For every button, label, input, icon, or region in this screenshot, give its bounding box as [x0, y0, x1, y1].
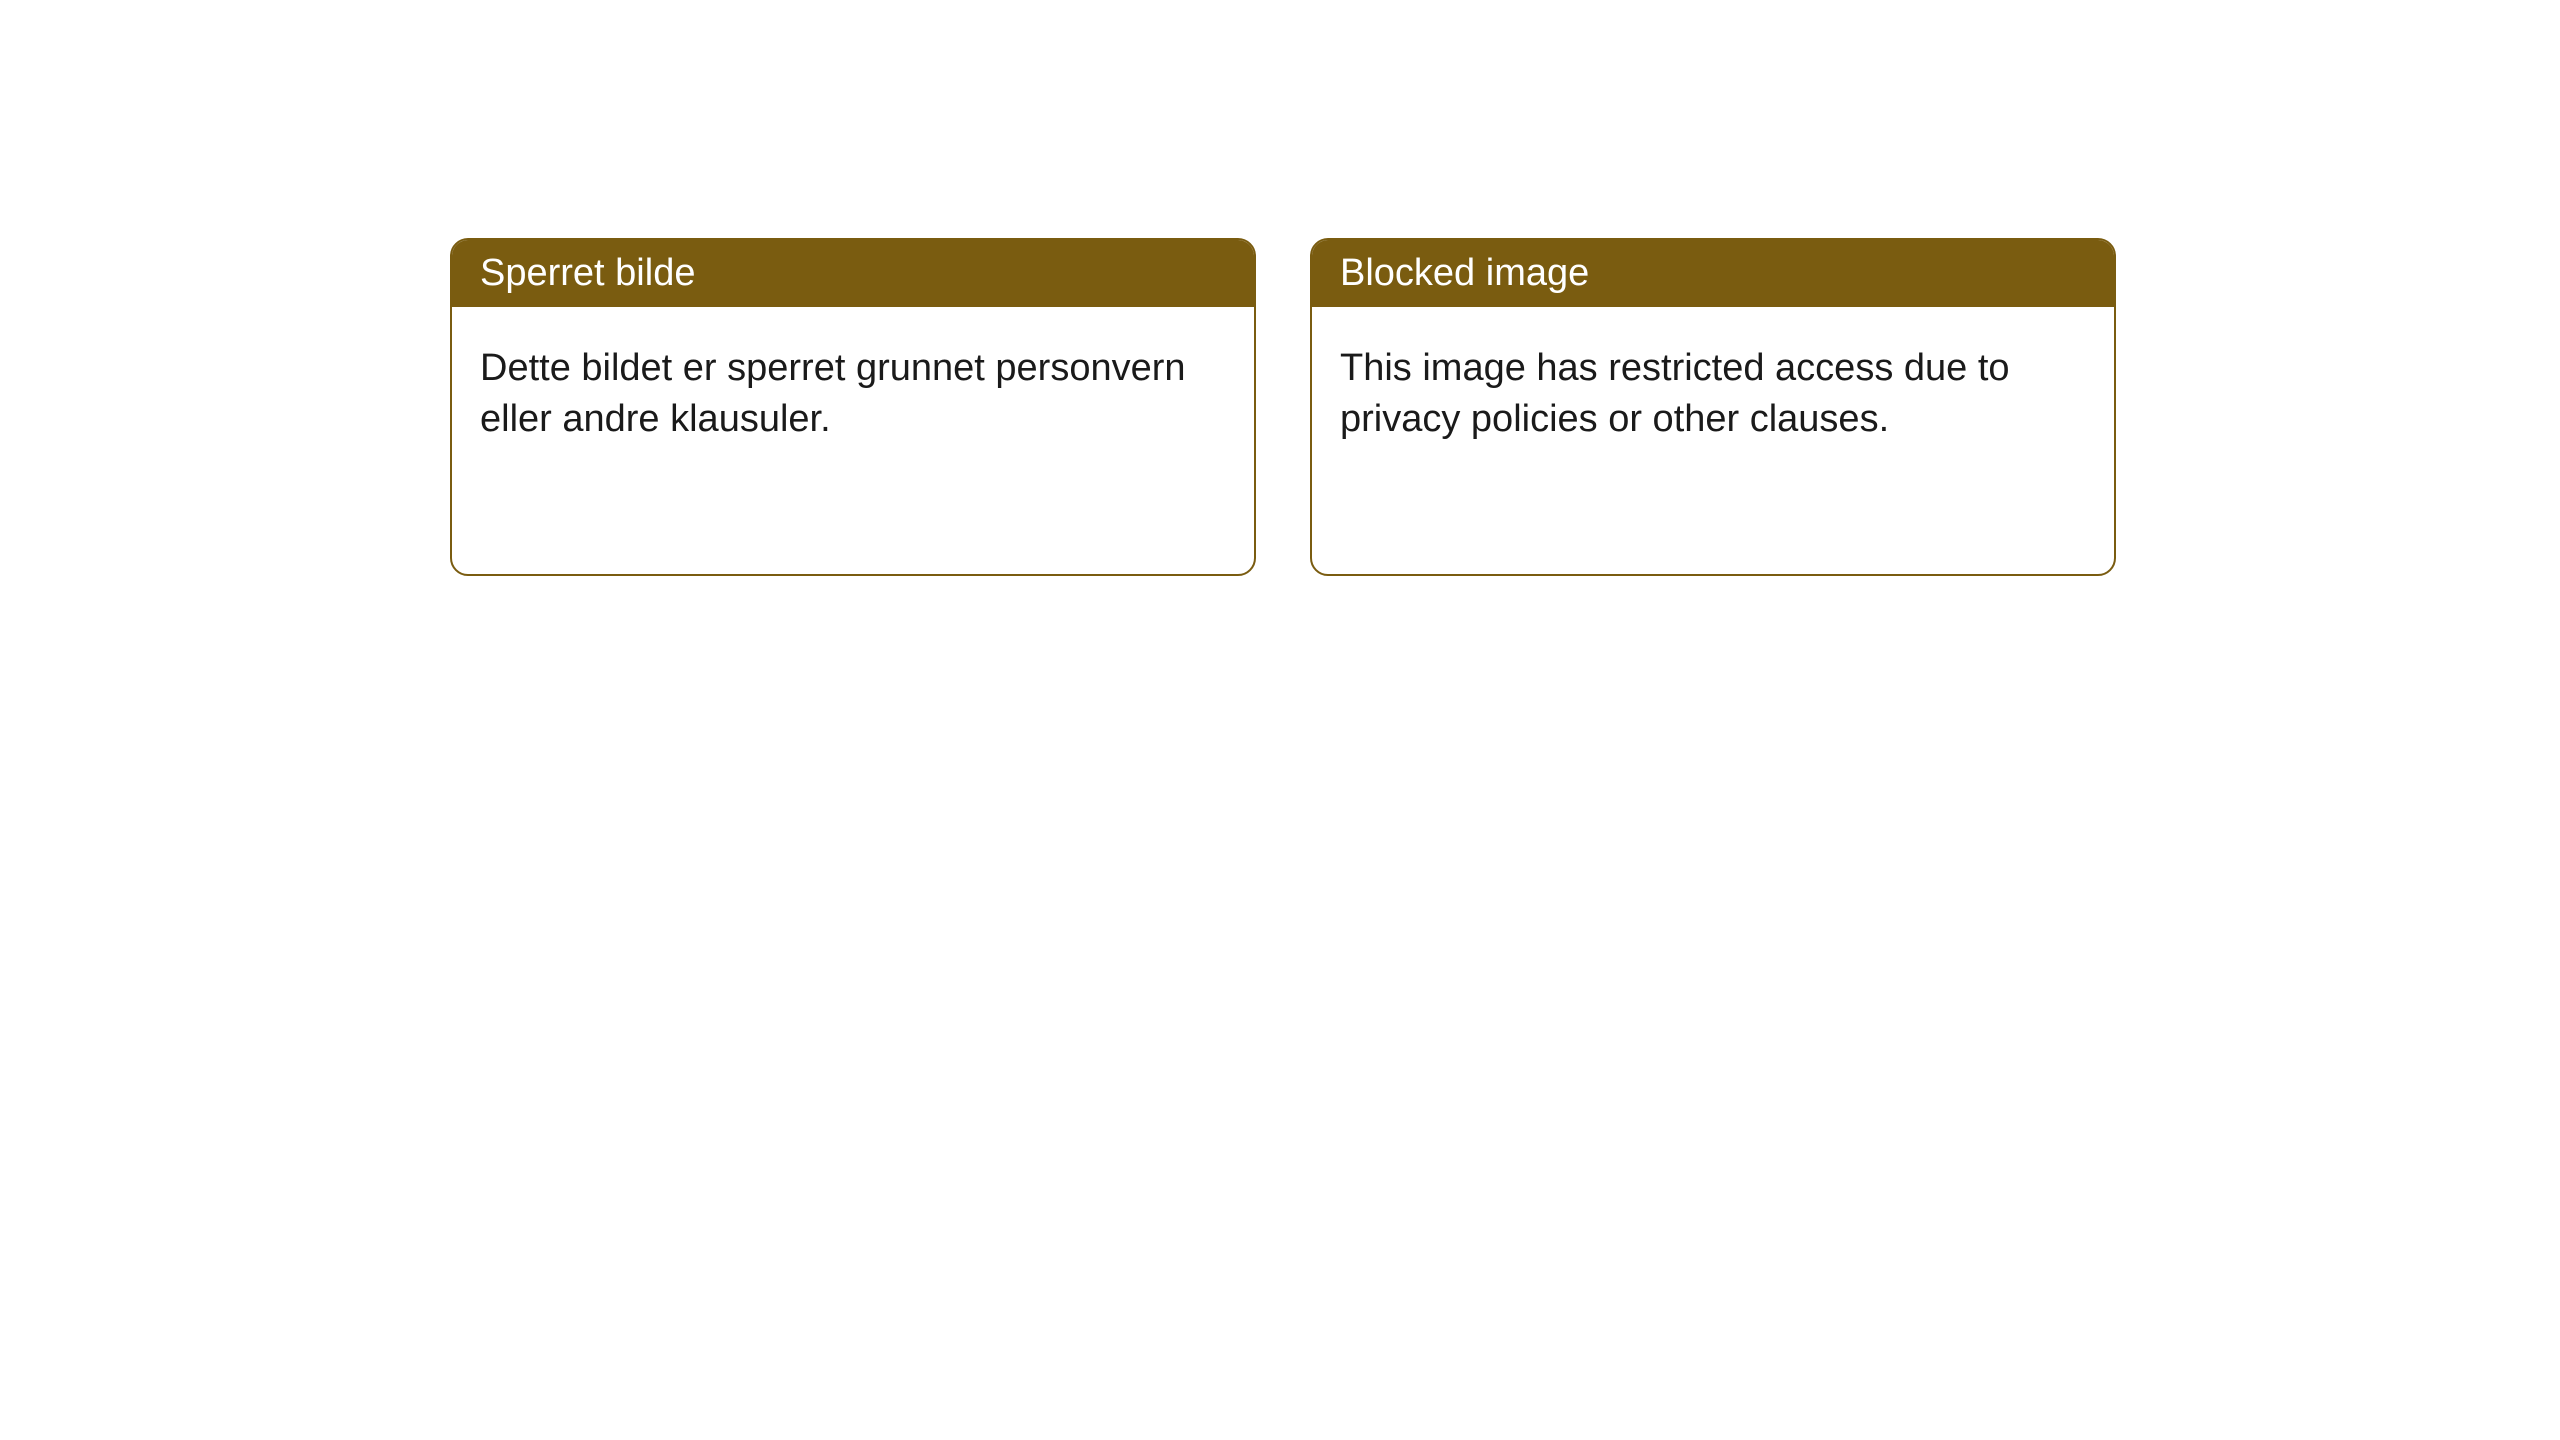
- notice-text-english: This image has restricted access due to …: [1340, 347, 2010, 440]
- notice-card-english: Blocked image This image has restricted …: [1310, 238, 2116, 576]
- notice-card-norwegian: Sperret bilde Dette bildet er sperret gr…: [450, 238, 1256, 576]
- notice-text-norwegian: Dette bildet er sperret grunnet personve…: [480, 347, 1186, 440]
- notice-title-english: Blocked image: [1340, 252, 1589, 294]
- notice-body-norwegian: Dette bildet er sperret grunnet personve…: [452, 307, 1254, 482]
- notice-header-english: Blocked image: [1312, 240, 2114, 307]
- notice-header-norwegian: Sperret bilde: [452, 240, 1254, 307]
- notice-title-norwegian: Sperret bilde: [480, 252, 695, 294]
- notice-body-english: This image has restricted access due to …: [1312, 307, 2114, 482]
- notice-container: Sperret bilde Dette bildet er sperret gr…: [0, 0, 2560, 576]
